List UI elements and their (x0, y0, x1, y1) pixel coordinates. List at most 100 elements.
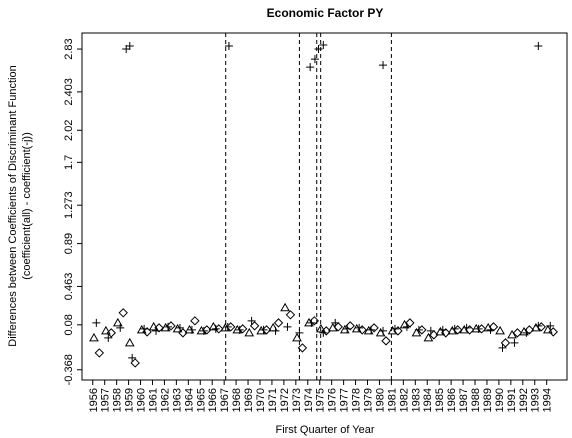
x-tick-label: 1981 (386, 388, 398, 412)
point (148, 321, 159, 331)
x-tick-label: 1967 (219, 388, 231, 412)
x-tick-label: 1969 (243, 388, 255, 412)
y-tick-label: 2.02 (63, 120, 75, 141)
y-tick-label: 1.273 (63, 191, 75, 219)
x-tick-label: 1983 (410, 388, 422, 412)
point (224, 42, 233, 51)
y-tick-label: 2.403 (63, 78, 75, 106)
x-tick-label: 1976 (327, 388, 339, 412)
point (450, 324, 459, 333)
x-tick-label: 1956 (88, 388, 100, 412)
point (175, 323, 184, 332)
point (247, 316, 256, 325)
x-tick-label: 1970 (255, 388, 267, 412)
point (402, 322, 411, 331)
point (524, 325, 535, 335)
point (89, 332, 99, 342)
point (124, 337, 135, 347)
point (307, 318, 316, 327)
point (414, 325, 423, 334)
point (128, 353, 137, 362)
plot-frame (81, 32, 568, 381)
point (164, 322, 173, 331)
x-axis-title: First Quarter of Year (275, 424, 374, 436)
y-axis-title: Differences between Coefficients of Disc… (7, 65, 19, 346)
x-tick-label: 1993 (530, 388, 542, 412)
point (548, 327, 558, 337)
point (390, 324, 399, 333)
point (546, 321, 555, 330)
point (125, 42, 134, 51)
x-tick-label: 1958 (112, 388, 124, 412)
chart-title: Economic Factor PY (267, 6, 384, 20)
x-tick-label: 1990 (494, 388, 506, 412)
point (187, 325, 196, 334)
x-tick-label: 1960 (136, 388, 148, 412)
point (522, 328, 531, 337)
point (285, 310, 296, 320)
point (331, 318, 340, 327)
point (112, 317, 123, 327)
point (379, 61, 388, 70)
point (297, 343, 308, 353)
x-tick-label: 1966 (207, 388, 219, 412)
x-tick-label: 1978 (351, 388, 363, 412)
x-tick-label: 1989 (482, 388, 494, 412)
point (498, 343, 507, 352)
point (283, 322, 292, 331)
point (152, 326, 161, 335)
point (140, 324, 149, 333)
point (190, 316, 200, 326)
y-tick-label: 0.89 (63, 233, 75, 254)
x-tick-label: 1986 (446, 388, 458, 412)
x-tick-label: 1975 (315, 388, 327, 412)
point (101, 325, 111, 335)
x-tick-label: 1985 (434, 388, 446, 412)
y-tick-label: 1.7 (63, 155, 75, 170)
point (486, 325, 495, 334)
point (488, 322, 499, 332)
point (306, 63, 315, 72)
y-tick-label: 2.83 (63, 38, 75, 59)
point (355, 323, 364, 332)
point (94, 348, 105, 358)
point (280, 302, 290, 312)
point (273, 318, 284, 328)
point (510, 338, 519, 347)
point (379, 326, 388, 335)
point (423, 332, 434, 342)
x-tick-label: 1980 (374, 388, 386, 412)
point (104, 333, 113, 342)
x-tick-label: 1971 (267, 388, 279, 412)
point (106, 328, 116, 338)
point (292, 332, 302, 342)
point (211, 324, 220, 333)
x-tick-label: 1984 (422, 388, 434, 412)
point (462, 323, 471, 332)
point (223, 322, 232, 331)
point (426, 326, 435, 335)
point (438, 325, 447, 334)
x-tick-label: 1964 (183, 388, 195, 412)
x-tick-label: 1972 (279, 388, 291, 412)
y-tick-label: 0.08 (63, 314, 75, 335)
x-tick-label: 1988 (470, 388, 482, 412)
point (343, 324, 352, 333)
x-tick-label: 1957 (100, 388, 112, 412)
point (310, 55, 319, 64)
x-tick-label: 1961 (147, 388, 159, 412)
point (118, 308, 128, 318)
point (314, 45, 323, 54)
point (534, 42, 543, 51)
x-tick-label: 1994 (542, 388, 554, 412)
x-tick-label: 1959 (124, 388, 136, 412)
x-tick-label: 1991 (506, 388, 518, 412)
point (92, 318, 101, 327)
x-tick-label: 1979 (363, 388, 375, 412)
x-tick-label: 1963 (171, 388, 183, 412)
point (116, 323, 125, 332)
point (507, 329, 517, 339)
x-tick-label: 1973 (291, 388, 303, 412)
point (235, 325, 244, 334)
